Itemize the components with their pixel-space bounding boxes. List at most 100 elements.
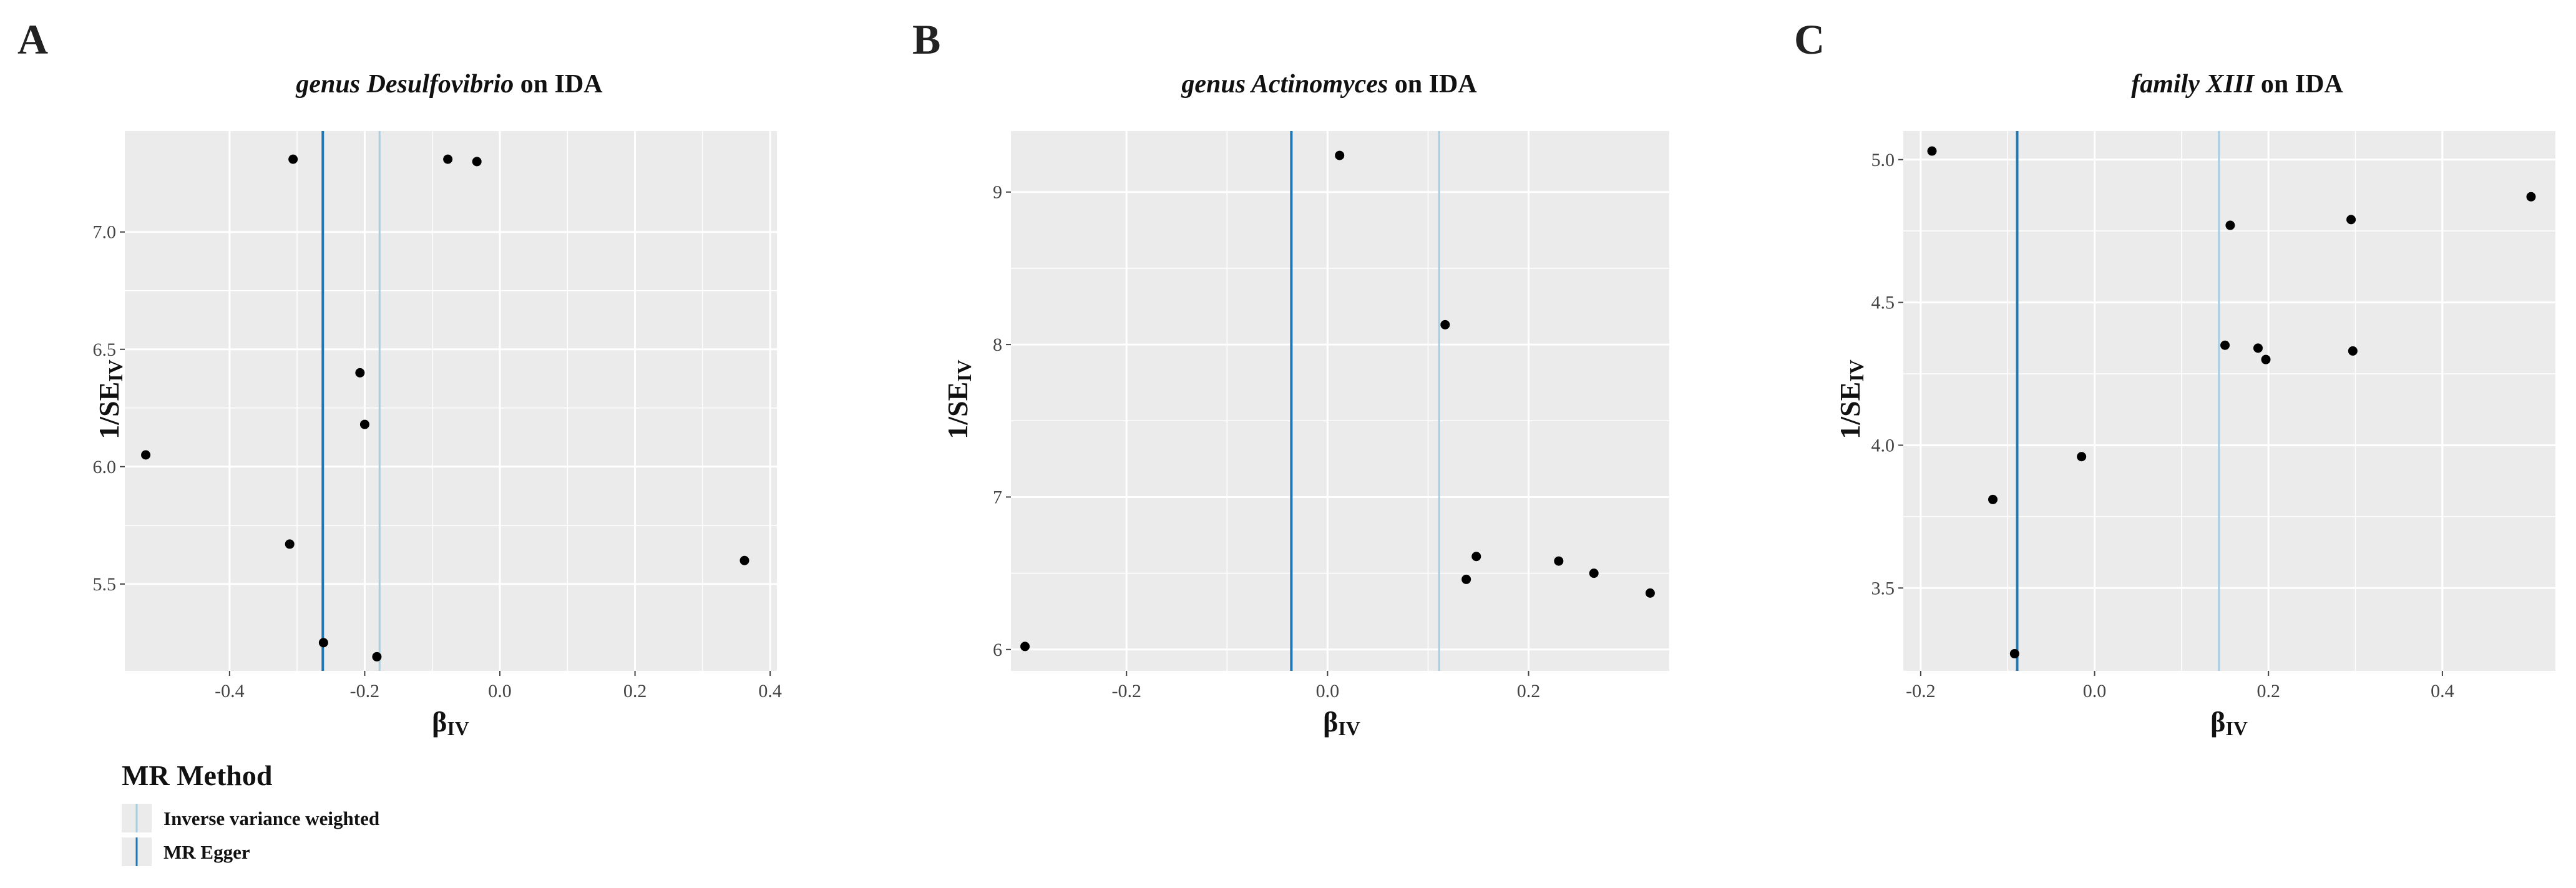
panel-letter-a: A (17, 16, 48, 63)
plot-title-a: genus Desulfovibrio on IDA (295, 70, 603, 99)
data-point-c (2225, 220, 2235, 230)
x-tick-label-c: -0.2 (1906, 681, 1936, 701)
x-axis-label-sub-c: IV (2225, 717, 2248, 739)
x-axis-label-a: βIV (432, 706, 469, 739)
x-axis-label-sub-b: IV (1338, 717, 1360, 739)
plot-area-a (125, 131, 777, 671)
data-points-b (1020, 150, 1655, 651)
panel-a: A genus Desulfovibrio on IDA -0.4 -0.2 0.0… (17, 16, 782, 739)
method-lines-a (321, 131, 381, 671)
data-point-c (2009, 649, 2019, 659)
data-point-b (1645, 588, 1655, 598)
data-point-b (1554, 556, 1564, 566)
y-tick-label-a: 6.5 (93, 339, 117, 360)
x-ticks-c: -0.2 0.0 0.2 0.4 (1906, 671, 2454, 701)
y-tick-label-a: 7.0 (93, 222, 117, 243)
panel-b: B genus Actinomyces on IDA -0.2 0.0 0.2 6 7… (912, 16, 1669, 739)
data-point-a (355, 368, 365, 378)
plot-title-species-c: family XIII (2131, 70, 2255, 99)
y-axis-label-sub-a: IV (104, 359, 127, 382)
plot-title-suffix-b: on IDA (1388, 70, 1477, 99)
plot-title-species-a: genus Desulfovibrio (295, 70, 514, 99)
x-tick-label-b: 0.0 (1316, 681, 1340, 701)
y-tick-label-c: 5.0 (1871, 150, 1895, 170)
x-tick-label-a: 0.0 (488, 681, 512, 701)
data-point-c (2253, 343, 2263, 353)
plot-area-c (1903, 131, 2555, 671)
x-tick-label-c: 0.4 (2431, 681, 2454, 701)
y-tick-label-c: 3.5 (1871, 578, 1895, 598)
data-point-b (1589, 568, 1599, 578)
y-ticks-a: 5.5 6.0 6.5 7.0 (93, 222, 125, 595)
data-point-c (1988, 494, 1998, 504)
data-point-b (1461, 574, 1471, 584)
y-axis-label-main-b: 1/SE (942, 382, 973, 439)
data-point-a (443, 154, 453, 164)
x-tick-label-b: -0.2 (1111, 681, 1141, 701)
data-point-a (285, 539, 295, 549)
x-tick-label-b: 0.2 (1517, 681, 1541, 701)
y-tick-label-b: 6 (993, 640, 1002, 660)
data-points-a (141, 154, 749, 661)
panel-letter-c: C (1794, 16, 1825, 63)
data-point-b (1020, 642, 1030, 651)
y-ticks-b: 6 7 8 9 (993, 182, 1011, 660)
data-point-c (2220, 340, 2230, 350)
x-tick-label-a: -0.4 (215, 681, 245, 701)
y-ticks-c: 3.5 4.0 4.5 5.0 (1871, 150, 1903, 598)
x-ticks-b: -0.2 0.0 0.2 (1111, 671, 1540, 701)
x-axis-label-main-b: β (1323, 706, 1338, 738)
plot-title-species-b: genus Actinomyces (1181, 70, 1388, 99)
y-tick-label-c: 4.5 (1871, 293, 1895, 313)
grid-b (1011, 131, 1669, 671)
x-ticks-a: -0.4 -0.2 0.0 0.2 0.4 (215, 671, 782, 701)
legend: MR Method Inverse variance weighted MR E… (122, 759, 379, 866)
plot-title-b: genus Actinomyces on IDA (1181, 70, 1477, 99)
x-axis-label-sub-a: IV (447, 717, 469, 739)
x-tick-label-c: 0.0 (2083, 681, 2107, 701)
data-point-c (2077, 452, 2087, 462)
legend-title: MR Method (122, 759, 273, 791)
data-point-a (288, 154, 298, 164)
panel-letter-b: B (912, 16, 940, 63)
data-point-a (372, 651, 382, 661)
plot-title-suffix-c: on IDA (2254, 70, 2343, 99)
y-axis-label-b: 1/SEIV (942, 359, 975, 439)
data-point-b (1471, 552, 1481, 562)
x-axis-label-b: βIV (1323, 706, 1360, 739)
grid-a (125, 131, 777, 671)
y-tick-label-b: 9 (993, 182, 1002, 203)
y-tick-label-c: 4.0 (1871, 435, 1895, 456)
data-point-a (739, 555, 749, 565)
method-lines-c (2016, 131, 2220, 671)
y-tick-label-b: 8 (993, 334, 1002, 355)
y-axis-label-sub-b: IV (953, 359, 975, 382)
data-point-c (2526, 192, 2536, 202)
legend-label-egger: MR Egger (163, 841, 250, 863)
y-axis-label-c: 1/SEIV (1834, 359, 1868, 439)
grid-c (1903, 131, 2555, 671)
data-point-a (472, 157, 482, 167)
x-axis-label-main-a: β (432, 706, 447, 738)
data-point-c (1927, 146, 1937, 156)
x-tick-label-a: 0.4 (758, 681, 782, 701)
legend-label-ivw: Inverse variance weighted (163, 807, 379, 829)
data-point-c (2348, 346, 2358, 356)
x-axis-label-main-c: β (2210, 706, 2225, 738)
plot-title-c: family XIII on IDA (2131, 70, 2343, 99)
y-tick-label-b: 7 (993, 487, 1002, 507)
panel-c: C family XIII on IDA -0.2 0.0 0.2 0.4 3.5 4.… (1794, 16, 2555, 739)
y-axis-label-main-c: 1/SE (1834, 382, 1866, 439)
method-lines-b (1290, 131, 1440, 671)
plot-title-suffix-a: on IDA (514, 70, 603, 99)
y-axis-label-sub-c: IV (1845, 359, 1868, 382)
x-tick-label-a: -0.2 (350, 681, 380, 701)
data-point-a (318, 638, 328, 648)
data-point-a (141, 450, 151, 460)
data-point-a (359, 419, 369, 429)
data-points-c (1927, 146, 2536, 659)
legend-item-ivw: Inverse variance weighted (122, 804, 379, 832)
x-tick-label-a: 0.2 (623, 681, 647, 701)
x-axis-label-c: βIV (2210, 706, 2248, 739)
